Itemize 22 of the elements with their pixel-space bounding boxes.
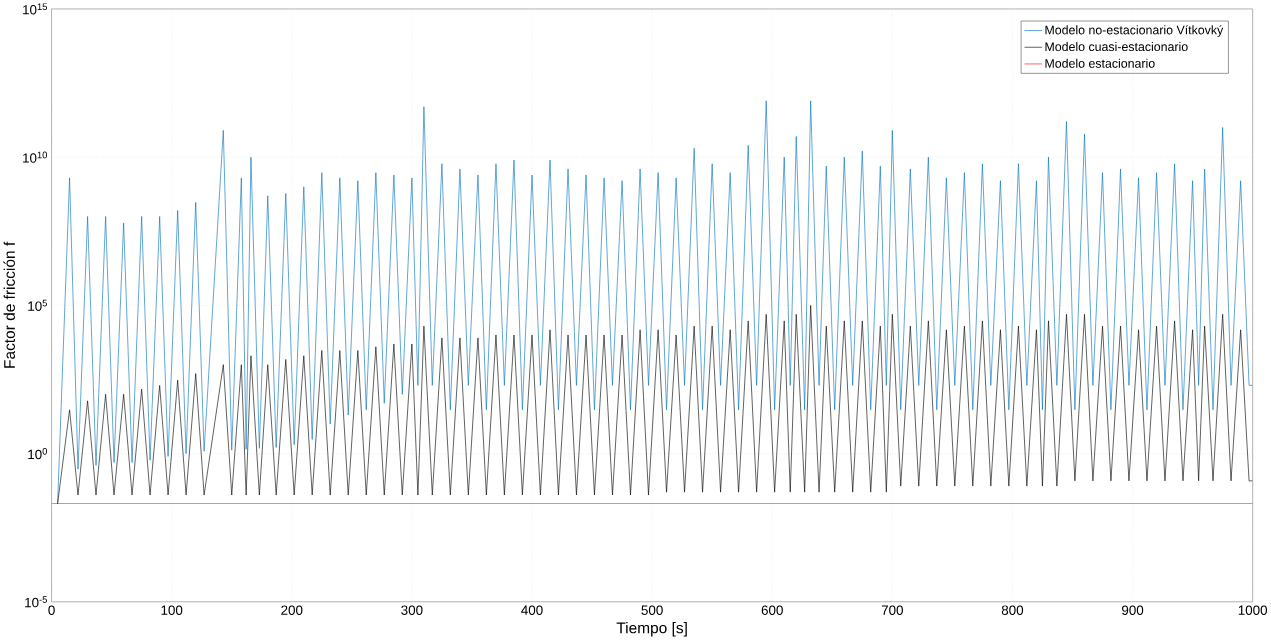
y-tick-label: 10$^{15}$ [23,3,47,15]
y-tick-label: 10$^{0}$ [28,448,48,460]
x-axis-title: Tiempo [s] [616,622,687,637]
x-tick-label: 1000 [1238,605,1268,615]
x-tick-label: 0 [48,605,55,615]
x-tick-label: 300 [401,605,423,615]
legend-label: Modelo no-estacionario Vítkovký [1045,25,1224,37]
legend-label: Modelo estacionario [1045,58,1155,68]
x-tick-label: 500 [641,605,663,615]
y-tick-label: 10$^{10}$ [23,151,48,163]
y-axis-title: Factor de fricción f [3,241,15,368]
y-tick-label: 10$^{5}$ [28,299,47,311]
x-tick-label: 200 [281,605,303,615]
x-tick-label: 600 [761,605,783,615]
x-tick-label: 900 [1122,605,1144,615]
x-tick-label: 800 [1001,605,1024,615]
x-tick-label: 700 [881,605,903,615]
legend-label: Modelo cuasi-estacionario [1045,42,1188,52]
y-tick-label: 10$^{-5}$ [25,596,47,608]
x-tick-label: 400 [521,605,543,615]
x-tick-label: 100 [161,605,183,615]
line-series [57,305,1253,505]
